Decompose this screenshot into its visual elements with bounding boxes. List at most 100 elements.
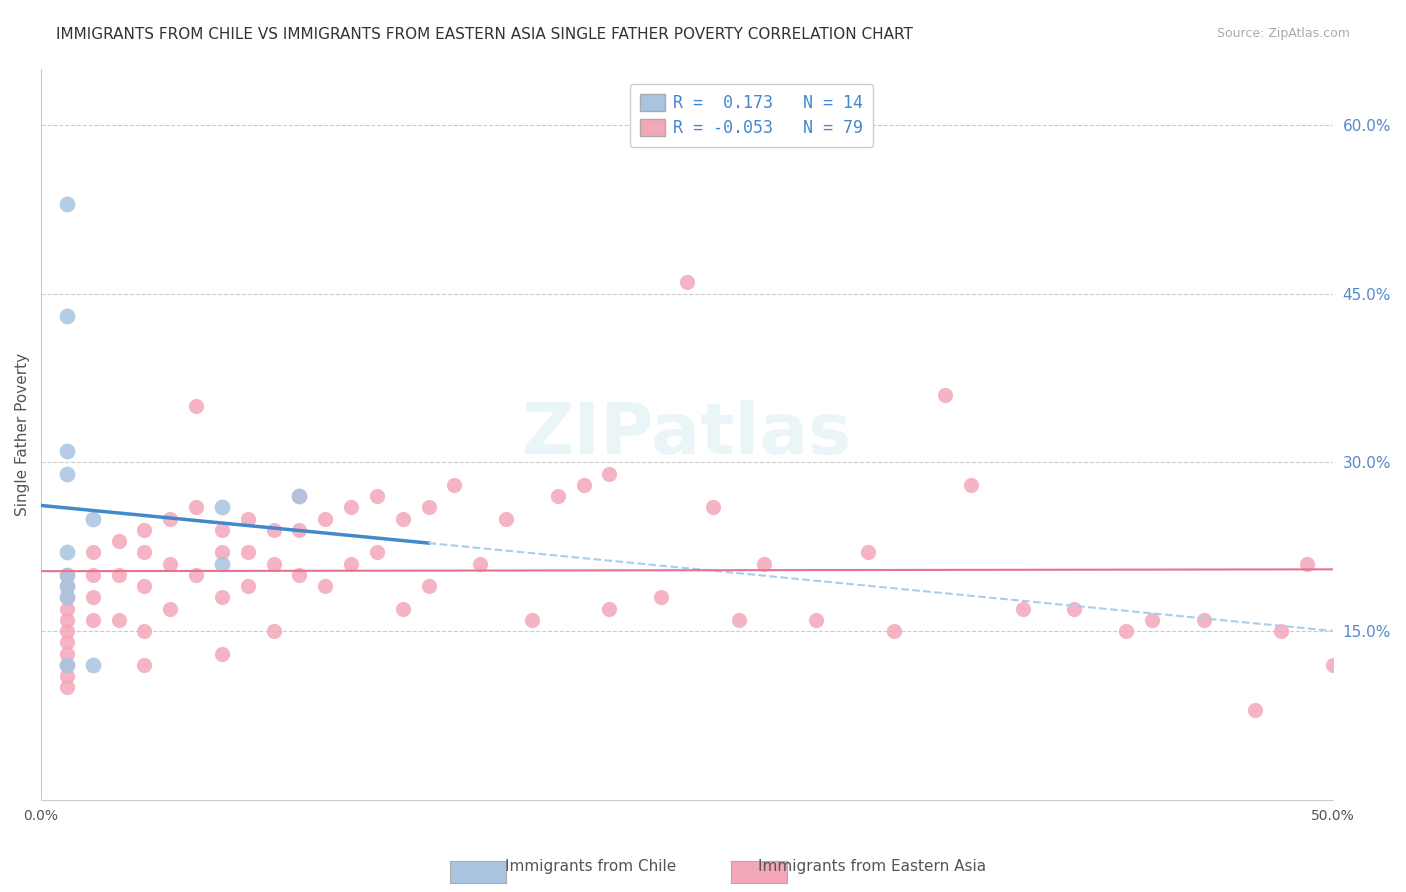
Point — [520, 613, 543, 627]
Point — [470, 557, 492, 571]
Point — [314, 511, 336, 525]
Point — [134, 545, 156, 559]
Point — [236, 579, 259, 593]
Text: Immigrants from Eastern Asia: Immigrants from Eastern Asia — [758, 859, 986, 874]
Point — [56, 579, 79, 593]
Point — [1244, 703, 1267, 717]
Point — [211, 557, 233, 571]
Point — [418, 579, 440, 593]
Point — [56, 579, 79, 593]
Point — [391, 511, 413, 525]
Point — [340, 500, 363, 515]
Point — [134, 579, 156, 593]
Point — [1063, 601, 1085, 615]
Point — [547, 489, 569, 503]
Point — [56, 657, 79, 672]
Point — [1192, 613, 1215, 627]
Point — [391, 601, 413, 615]
Point — [159, 557, 181, 571]
Point — [804, 613, 827, 627]
Point — [56, 624, 79, 638]
Point — [288, 489, 311, 503]
Point — [288, 489, 311, 503]
Point — [676, 275, 699, 289]
Point — [211, 500, 233, 515]
Point — [107, 534, 129, 549]
Point — [856, 545, 879, 559]
Point — [1322, 657, 1344, 672]
Point — [56, 567, 79, 582]
Point — [82, 511, 104, 525]
Text: Source: ZipAtlas.com: Source: ZipAtlas.com — [1216, 27, 1350, 40]
Legend: R =  0.173   N = 14, R = -0.053   N = 79: R = 0.173 N = 14, R = -0.053 N = 79 — [630, 84, 873, 147]
Point — [184, 500, 207, 515]
Point — [56, 467, 79, 481]
Point — [211, 523, 233, 537]
Point — [107, 613, 129, 627]
Point — [727, 613, 749, 627]
Point — [211, 647, 233, 661]
Point — [134, 624, 156, 638]
Point — [82, 657, 104, 672]
Point — [236, 511, 259, 525]
Point — [56, 545, 79, 559]
Point — [134, 523, 156, 537]
Y-axis label: Single Father Poverty: Single Father Poverty — [15, 352, 30, 516]
Point — [82, 567, 104, 582]
Point — [56, 669, 79, 683]
Point — [650, 591, 672, 605]
Point — [314, 579, 336, 593]
Point — [82, 545, 104, 559]
Point — [263, 557, 285, 571]
Point — [56, 309, 79, 323]
Point — [263, 624, 285, 638]
Point — [184, 567, 207, 582]
Point — [159, 511, 181, 525]
Point — [883, 624, 905, 638]
Point — [598, 467, 620, 481]
Point — [56, 635, 79, 649]
Text: ZIPatlas: ZIPatlas — [522, 400, 852, 468]
Point — [82, 613, 104, 627]
Point — [56, 196, 79, 211]
Point — [134, 657, 156, 672]
Point — [211, 545, 233, 559]
Point — [56, 444, 79, 458]
Point — [236, 545, 259, 559]
Point — [82, 591, 104, 605]
Text: Immigrants from Chile: Immigrants from Chile — [505, 859, 676, 874]
Point — [934, 388, 956, 402]
Point — [1140, 613, 1163, 627]
Point — [572, 477, 595, 491]
Point — [495, 511, 517, 525]
Point — [1296, 557, 1319, 571]
Point — [1115, 624, 1137, 638]
Point — [702, 500, 724, 515]
Point — [56, 680, 79, 694]
Point — [107, 567, 129, 582]
Point — [340, 557, 363, 571]
Point — [56, 567, 79, 582]
Point — [288, 567, 311, 582]
Point — [184, 399, 207, 413]
Point — [159, 601, 181, 615]
Point — [366, 489, 388, 503]
Point — [418, 500, 440, 515]
Point — [1011, 601, 1033, 615]
Point — [263, 523, 285, 537]
Point — [211, 591, 233, 605]
Point — [443, 477, 465, 491]
Point — [56, 591, 79, 605]
Point — [56, 591, 79, 605]
Point — [754, 557, 776, 571]
Point — [288, 523, 311, 537]
Point — [56, 601, 79, 615]
Text: IMMIGRANTS FROM CHILE VS IMMIGRANTS FROM EASTERN ASIA SINGLE FATHER POVERTY CORR: IMMIGRANTS FROM CHILE VS IMMIGRANTS FROM… — [56, 27, 912, 42]
Point — [1270, 624, 1292, 638]
Point — [56, 647, 79, 661]
Point — [56, 657, 79, 672]
Point — [960, 477, 983, 491]
Point — [56, 613, 79, 627]
Point — [366, 545, 388, 559]
Point — [598, 601, 620, 615]
